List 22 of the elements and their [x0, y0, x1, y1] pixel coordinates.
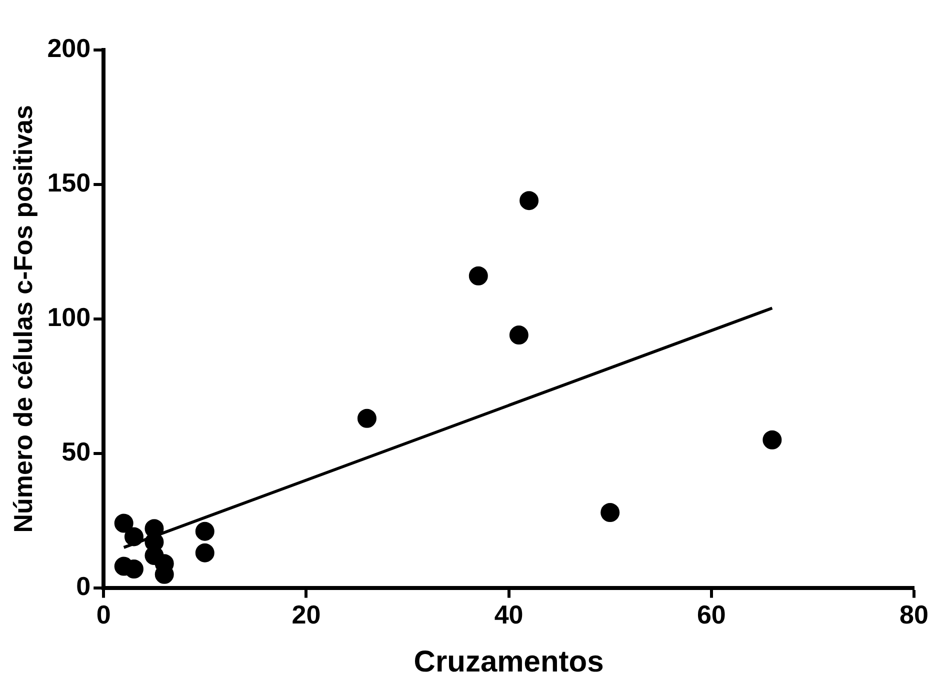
y-axis-title: Número de células c-Fos positivas [8, 105, 38, 533]
x-axis-title: Cruzamentos [414, 645, 604, 678]
point [520, 191, 539, 210]
x-tick-label: 80 [900, 600, 928, 630]
point [468, 266, 488, 286]
y-tick-label: 0 [76, 570, 91, 601]
point [357, 408, 376, 428]
x-tick-label: 0 [96, 600, 111, 630]
point [114, 514, 134, 533]
y-tick-label: 150 [47, 168, 91, 198]
y-tick-label: 200 [47, 33, 91, 64]
point [124, 527, 144, 546]
x-tick-label: 20 [292, 600, 321, 630]
y-tick-label: 100 [47, 302, 91, 332]
point [195, 543, 214, 562]
point [195, 522, 214, 541]
point [509, 326, 528, 345]
point [600, 503, 620, 522]
point [762, 430, 782, 450]
x-tick-label: 40 [494, 600, 524, 630]
x-tick-label: 60 [696, 600, 726, 630]
y-tick-label: 50 [62, 436, 91, 467]
